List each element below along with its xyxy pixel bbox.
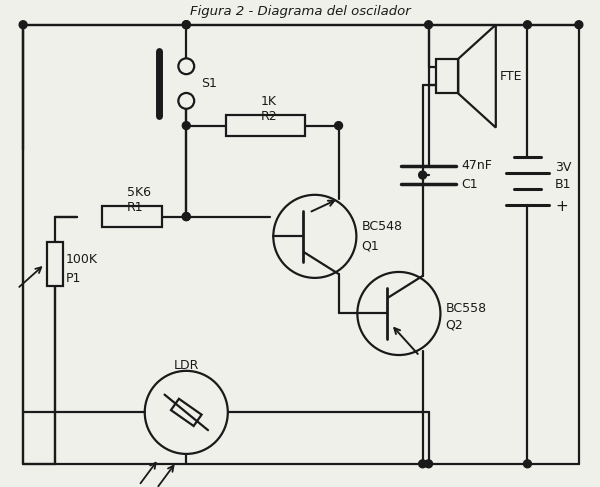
Text: P1: P1 bbox=[65, 272, 81, 285]
Text: S1: S1 bbox=[201, 76, 217, 90]
Bar bbox=[102, 206, 161, 227]
Bar bbox=[47, 242, 62, 286]
Bar bbox=[226, 115, 305, 136]
Text: C1: C1 bbox=[461, 178, 478, 191]
Text: 100K: 100K bbox=[65, 253, 98, 265]
Text: FTE: FTE bbox=[500, 70, 522, 83]
Text: BC558: BC558 bbox=[445, 302, 487, 315]
Circle shape bbox=[425, 21, 433, 29]
Circle shape bbox=[182, 122, 190, 130]
Text: 3V: 3V bbox=[555, 161, 572, 174]
Circle shape bbox=[419, 460, 427, 468]
Circle shape bbox=[182, 21, 190, 29]
Circle shape bbox=[19, 21, 27, 29]
Circle shape bbox=[425, 460, 433, 468]
Text: 47nF: 47nF bbox=[461, 159, 492, 171]
Text: B1: B1 bbox=[555, 178, 572, 191]
Text: Figura 2 - Diagrama del oscilador: Figura 2 - Diagrama del oscilador bbox=[190, 5, 410, 19]
Circle shape bbox=[182, 21, 190, 29]
Text: R1: R1 bbox=[127, 201, 143, 214]
Circle shape bbox=[523, 21, 532, 29]
Circle shape bbox=[575, 21, 583, 29]
Text: Q2: Q2 bbox=[445, 319, 463, 332]
Text: 1K: 1K bbox=[260, 95, 277, 108]
Bar bbox=[436, 59, 458, 94]
Circle shape bbox=[419, 171, 427, 179]
Circle shape bbox=[335, 122, 343, 130]
Text: Q1: Q1 bbox=[361, 240, 379, 253]
Text: R2: R2 bbox=[260, 110, 277, 123]
Text: LDR: LDR bbox=[173, 359, 199, 372]
Text: +: + bbox=[555, 199, 568, 214]
Circle shape bbox=[182, 213, 190, 221]
Text: BC548: BC548 bbox=[361, 220, 403, 233]
Text: 5K6: 5K6 bbox=[127, 186, 151, 199]
Circle shape bbox=[182, 213, 190, 221]
Circle shape bbox=[523, 460, 532, 468]
